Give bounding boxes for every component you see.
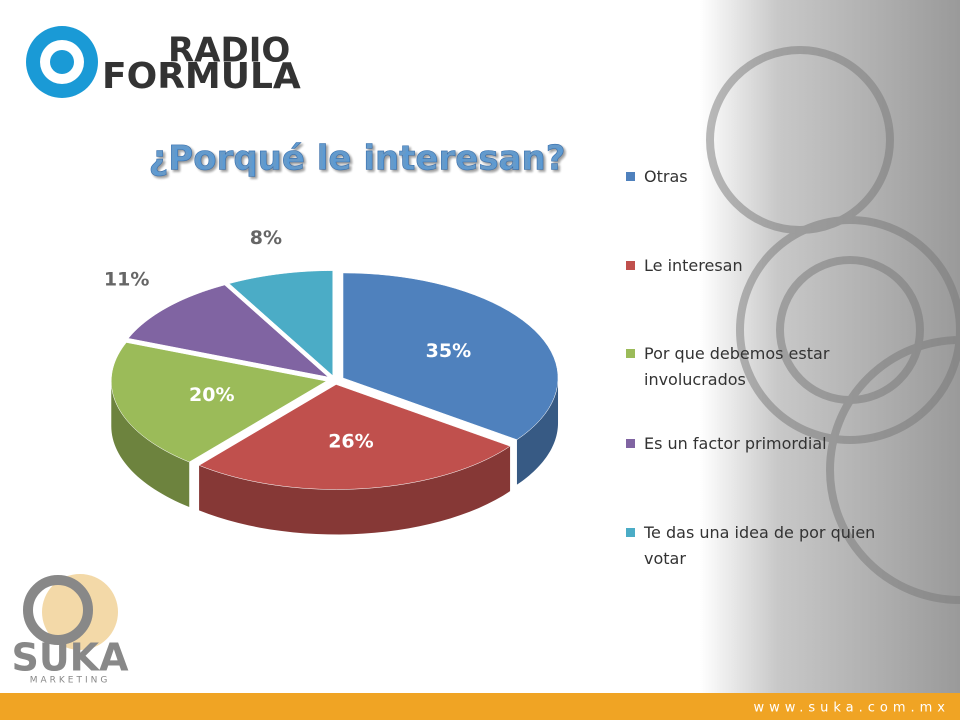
legend-label: Por que debemos estar involucrados [644,344,830,389]
legend-swatch [626,439,635,448]
legend-swatch [626,261,635,270]
legend-label: Es un factor primordial [644,434,827,453]
data-label: 11% [104,269,149,291]
website: www.suka.com.mx [753,701,950,716]
logo-suka: SUKA [11,636,129,680]
legend-item: Le interesan [626,253,898,279]
slice-side [516,377,559,485]
speaker-decoration [706,46,960,604]
logo-radio: RADIO [168,31,290,71]
slice [342,272,559,440]
data-label: 35% [426,340,471,362]
legend-swatch [626,349,635,358]
slice-side [111,381,190,508]
suka-logo: SUKA MARKETING [11,574,129,686]
legend-label: Te das una idea de por quien votar [644,523,876,568]
footer-bar [0,693,960,720]
legend-item: Es un factor primordial [626,431,898,457]
data-label: 20% [189,384,234,406]
logo-formula: FORMULA [102,56,301,97]
radio-logo: RADIO FORMULA [26,26,301,98]
legend-item: Otras [626,164,898,190]
slice-side [199,446,511,535]
slice [111,342,327,463]
slice [228,270,334,377]
legend-label: Otras [644,167,688,186]
legend-swatch [626,528,635,537]
logo-marketing: MARKETING [30,676,111,686]
chart-title: ¿Porqué le interesan? [149,139,566,179]
legend-label: Le interesan [644,256,743,275]
legend-item: Te das una idea de por quien votar [626,520,898,572]
data-label: 8% [250,227,282,249]
slice [198,384,511,490]
legend-swatch [626,172,635,181]
legend-item: Por que debemos estar involucrados [626,341,898,393]
data-label: 26% [328,430,373,452]
slice [127,284,330,378]
